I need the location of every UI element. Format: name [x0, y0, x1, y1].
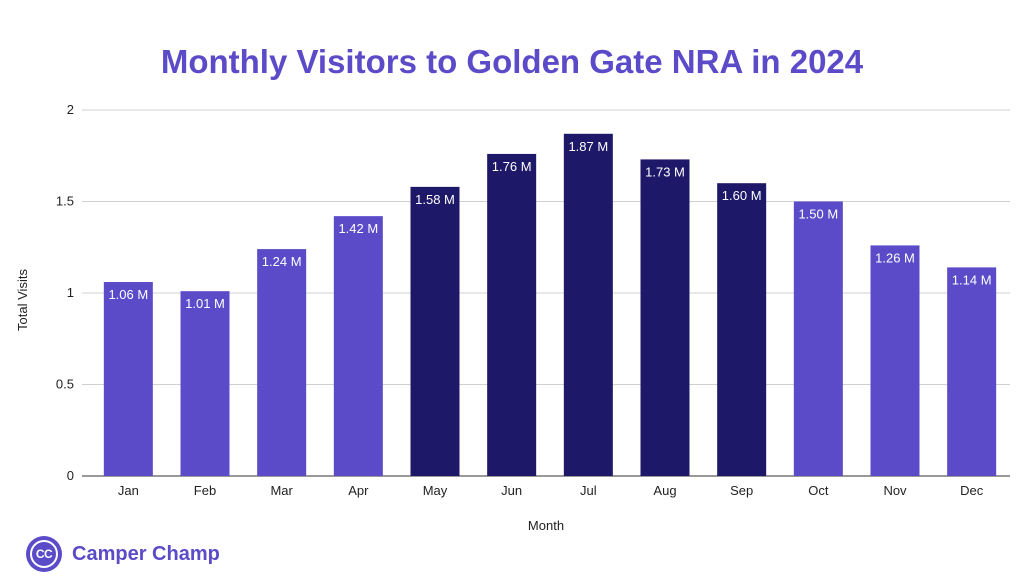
- y-axis-label: Total Visits: [15, 269, 30, 331]
- x-tick-label: Sep: [730, 483, 753, 498]
- bar-jun: [487, 153, 537, 477]
- bar-may: [410, 186, 460, 477]
- y-tick-label: 0: [67, 468, 74, 483]
- data-label: 1.01 M: [185, 296, 225, 311]
- bar-aug: [640, 159, 690, 476]
- brand-logo-text: CC: [30, 540, 58, 568]
- bar-feb: [180, 291, 230, 476]
- x-tick-label: Apr: [348, 483, 369, 498]
- brand: CC Camper Champ: [26, 536, 220, 572]
- data-label: 1.58 M: [415, 192, 455, 207]
- bar-jan: [103, 282, 153, 476]
- data-labels: 1.06 M 1.01 M 1.24 M 1.42 M 1.58 M 1.76 M 1.87…: [108, 139, 991, 311]
- bar-apr: [333, 216, 383, 476]
- data-label: 1.24 M: [262, 254, 302, 269]
- data-label: 1.73 M: [645, 164, 685, 179]
- x-tick-label: Dec: [960, 483, 984, 498]
- data-label: 1.14 M: [952, 272, 992, 287]
- x-tick-label: Feb: [194, 483, 216, 498]
- x-tick-label: Nov: [883, 483, 907, 498]
- data-label: 1.60 M: [722, 188, 762, 203]
- bars: [103, 133, 997, 477]
- camper-champ-logo-icon: CC: [26, 536, 62, 572]
- chart-title: Monthly Visitors to Golden Gate NRA in 2…: [160, 43, 864, 80]
- x-tick-label: Jul: [580, 483, 597, 498]
- y-tick-label: 2: [67, 102, 74, 117]
- bar-sep: [717, 183, 767, 476]
- data-label: 1.76 M: [492, 159, 532, 174]
- x-tick-label: Aug: [653, 483, 676, 498]
- brand-name: Camper Champ: [72, 542, 220, 565]
- gridlines: [82, 109, 1010, 477]
- data-label: 1.06 M: [108, 287, 148, 302]
- y-tick-label: 1.5: [56, 194, 74, 209]
- bar-dec: [947, 267, 997, 476]
- x-tick-label: Jan: [118, 483, 139, 498]
- data-label: 1.87 M: [568, 139, 608, 154]
- bar-nov: [870, 245, 920, 476]
- y-axis-ticks: 0 0.5 1 1.5 2: [56, 102, 74, 483]
- y-tick-label: 1: [67, 285, 74, 300]
- data-label: 1.50 M: [798, 207, 838, 222]
- data-label: 1.26 M: [875, 250, 915, 265]
- x-tick-label: Mar: [270, 483, 293, 498]
- data-label: 1.42 M: [338, 221, 378, 236]
- bar-mar: [257, 249, 307, 476]
- bar-jul: [563, 133, 613, 477]
- x-axis-label: Month: [528, 518, 564, 533]
- x-tick-label: Oct: [808, 483, 829, 498]
- y-tick-label: 0.5: [56, 377, 74, 392]
- x-tick-label: Jun: [501, 483, 522, 498]
- x-tick-label: May: [423, 483, 448, 498]
- x-axis-ticks: Jan Feb Mar Apr May Jun Jul Aug Sep Oct Nov Dec: [118, 483, 984, 498]
- bar-oct: [793, 201, 843, 476]
